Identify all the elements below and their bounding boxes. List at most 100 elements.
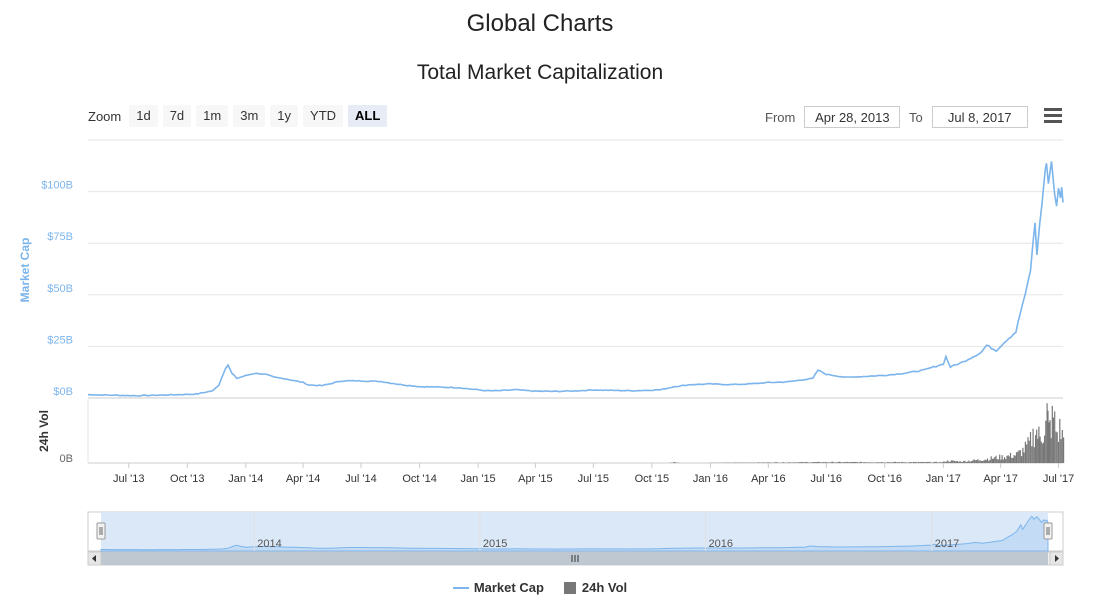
x-tick-label: Jan '16 xyxy=(693,473,728,485)
volume-bar xyxy=(874,462,876,463)
volume-bar xyxy=(882,462,884,463)
volume-bar xyxy=(856,462,858,463)
volume-bar xyxy=(875,462,878,463)
volume-bar xyxy=(886,462,888,463)
x-tick-label: Jan '15 xyxy=(461,473,496,485)
legend-item-24h-vol[interactable]: 24h Vol xyxy=(563,580,628,595)
volume-bar xyxy=(947,460,949,463)
volume-bar xyxy=(1014,455,1016,463)
from-date-input[interactable] xyxy=(804,106,901,128)
volume-bar xyxy=(1002,459,1004,463)
volume-bar xyxy=(860,461,862,463)
volume-bar xyxy=(789,462,791,463)
navigator-selection[interactable] xyxy=(101,512,1048,551)
volume-bar xyxy=(822,462,824,463)
volume-bar xyxy=(1049,420,1051,463)
volume-bar xyxy=(1063,437,1065,463)
volume-bar xyxy=(1045,420,1047,463)
volume-bar xyxy=(867,462,869,463)
volume-bar xyxy=(1006,455,1008,463)
navigator-right-handle[interactable] xyxy=(1043,522,1053,540)
market-cap-series xyxy=(88,161,1064,397)
volume-bar xyxy=(1017,451,1019,463)
volume-bar xyxy=(849,462,851,463)
volume-series xyxy=(669,403,1065,463)
volume-bar xyxy=(811,462,813,463)
volume-bar xyxy=(1028,440,1030,463)
to-date-input[interactable] xyxy=(931,106,1028,128)
volume-bar xyxy=(901,461,903,463)
zoom-button-1y[interactable]: 1y xyxy=(270,105,299,127)
volume-bar xyxy=(816,462,818,463)
x-tick-label: Jul '15 xyxy=(578,473,609,485)
volume-bar xyxy=(821,462,823,463)
volume-bar xyxy=(1018,450,1020,463)
volume-bar xyxy=(940,462,942,463)
navigator-left-handle[interactable] xyxy=(96,522,106,540)
zoom-button-all[interactable]: ALL xyxy=(348,105,388,127)
volume-bar xyxy=(742,462,744,463)
volume-bar xyxy=(948,461,950,463)
navigator-series xyxy=(100,515,1049,552)
volume-bar xyxy=(883,462,885,463)
volume-bar xyxy=(1048,422,1050,463)
legend-item-market-cap[interactable]: Market Cap xyxy=(452,580,544,595)
volume-bar xyxy=(1027,437,1029,463)
volume-bar xyxy=(938,462,940,463)
range-selector: From xyxy=(765,105,901,129)
volume-bar xyxy=(914,462,916,463)
volume-bar xyxy=(841,462,843,463)
volume-bar xyxy=(851,462,853,463)
zoom-button-ytd[interactable]: YTD xyxy=(303,105,344,127)
volume-bar xyxy=(1013,455,1015,463)
zoom-button-3m[interactable]: 3m xyxy=(233,105,266,127)
volume-bar xyxy=(814,462,816,463)
volume-bar xyxy=(792,462,794,463)
volume-bar xyxy=(896,462,898,463)
volume-bar xyxy=(1061,430,1063,463)
volume-bar xyxy=(881,462,883,463)
zoom-button-1m[interactable]: 1m xyxy=(196,105,229,127)
volume-bar xyxy=(911,462,913,463)
zoom-button-7d[interactable]: 7d xyxy=(162,105,192,127)
volume-bar xyxy=(795,462,797,463)
volume-bar xyxy=(831,461,833,463)
navigator[interactable]: 2014 2015 2016 2017 xyxy=(87,511,1064,566)
volume-bar xyxy=(955,461,957,463)
legend-label-24h-vol: 24h Vol xyxy=(581,580,628,595)
volume-bar xyxy=(920,462,922,463)
volume-bar xyxy=(895,461,897,463)
volume-bar xyxy=(855,462,857,463)
volume-bar xyxy=(769,462,771,463)
volume-bar xyxy=(985,460,987,463)
volume-bar xyxy=(995,455,997,463)
volume-bar xyxy=(1038,426,1040,463)
volume-bar xyxy=(1023,452,1025,463)
volume-bar xyxy=(916,462,918,463)
x-tick-label: Apr '16 xyxy=(751,473,786,485)
volume-bar xyxy=(942,462,944,463)
legend-label-market-cap: Market Cap xyxy=(473,580,544,595)
chart-menu-icon[interactable] xyxy=(1043,108,1063,126)
volume-bar xyxy=(807,462,809,463)
volume-bar xyxy=(805,462,808,463)
chart-title: Total Market Capitalization xyxy=(416,61,664,84)
volume-bar xyxy=(972,460,974,463)
volume-bar xyxy=(832,461,834,463)
volume-bar xyxy=(994,457,996,463)
gridlines xyxy=(87,139,1063,464)
volume-bar xyxy=(1026,444,1028,463)
volume-bar xyxy=(837,461,839,463)
zoom-button-1d[interactable]: 1d xyxy=(129,105,158,127)
volume-bar xyxy=(869,462,871,463)
to-label: To xyxy=(909,109,923,125)
volume-bar xyxy=(861,462,864,463)
volume-bar xyxy=(1008,456,1010,463)
volume-bar xyxy=(826,462,828,463)
volume-bar xyxy=(944,462,946,463)
volume-bar xyxy=(865,462,867,463)
volume-bar xyxy=(844,462,846,463)
volume-bar xyxy=(1046,403,1048,463)
volume-bar xyxy=(909,462,911,463)
